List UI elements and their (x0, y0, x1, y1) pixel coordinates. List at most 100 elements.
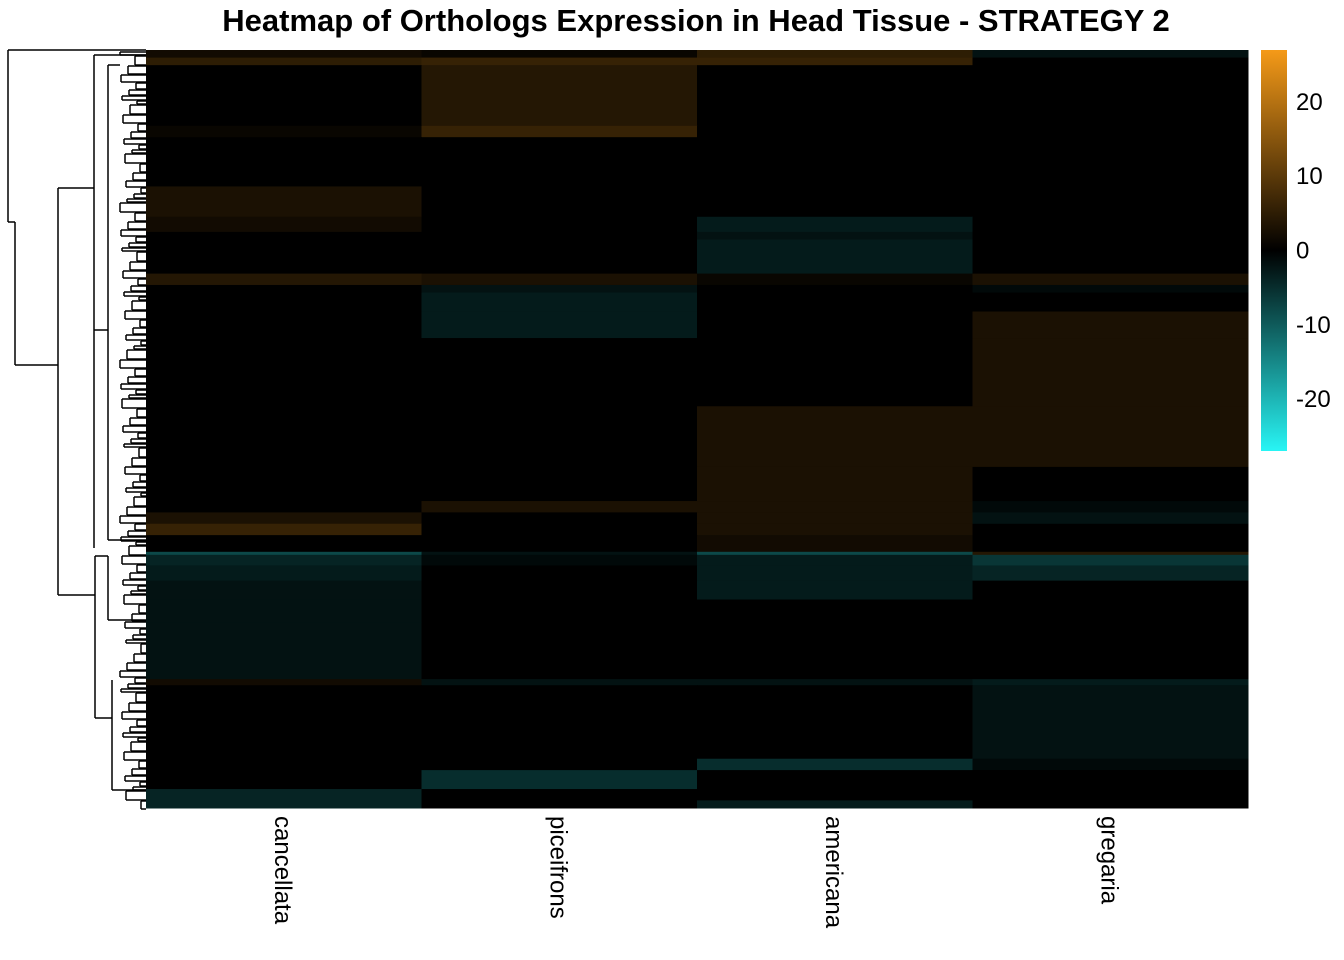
heatmap-cell-piceifrons-9 (421, 273, 698, 286)
heatmap-cell-piceifrons-25 (421, 622, 698, 680)
heatmap-cell-cancellata-5 (146, 186, 422, 218)
dendrogram-leaf-cluster (125, 639, 146, 644)
heatmap-cell-americana-17 (697, 512, 973, 525)
dendrogram-leaf-cluster (129, 726, 146, 733)
dendrogram-leaf-cluster (128, 242, 146, 248)
column-labels: cancellata piceifrons americana gregaria (269, 816, 1123, 929)
heatmap-cell-piceifrons-7 (421, 231, 698, 240)
heatmap-cell-americana-6 (697, 216, 973, 233)
heatmap-cell-americana-5 (697, 186, 973, 218)
heatmap-cell-americana-16 (697, 501, 973, 513)
dendrogram-leaf-cluster (132, 481, 146, 488)
heatmap-cell-americana-19 (697, 535, 973, 553)
heatmap-cell-cancellata-0 (146, 50, 422, 59)
dendrogram-leaf-cluster (135, 692, 146, 703)
dendrogram-leaf-cluster (137, 737, 146, 742)
dendrogram-leaf-cluster (132, 634, 146, 640)
dendrogram-leaf-cluster (137, 278, 146, 286)
heatmap-cell-piceifrons-19 (421, 535, 698, 553)
heatmap-cell-americana-1 (697, 57, 973, 66)
dendrogram-leaf-cluster (139, 163, 146, 173)
heatmap-cell-gregaria-25 (972, 622, 1249, 680)
heatmap-cell-americana-11 (697, 292, 973, 313)
heatmap-cell-piceifrons-28 (421, 758, 698, 771)
heatmap-cell-cancellata-14 (146, 406, 422, 468)
dendrogram-branch-b (57, 187, 95, 596)
heatmap-cell-piceifrons-1 (421, 57, 698, 66)
heatmap-cell-piceifrons-12 (421, 311, 698, 339)
heatmap-cell-cancellata-27 (146, 685, 422, 760)
dendrogram-leaf-cluster (130, 438, 146, 444)
heatmap-cell-piceifrons-0 (421, 50, 698, 59)
heatmap-cell-americana-9 (697, 273, 973, 286)
heatmap-cell-americana-18 (697, 523, 973, 536)
legend-tick-label: -20 (1296, 386, 1331, 413)
dendrogram-leaf-cluster (132, 327, 146, 335)
dendrogram-leaf-cluster (128, 394, 146, 399)
dendrogram-leaf-cluster (133, 193, 146, 199)
dendrogram-leaf-cluster (119, 359, 146, 369)
dendrogram-leaf-cluster (127, 530, 146, 537)
heatmap-cell-gregaria-2 (972, 65, 1249, 127)
dendrogram-leaf-cluster (126, 198, 146, 203)
heatmap-cell-cancellata-3 (146, 125, 422, 138)
heatmap-cell-cancellata-8 (146, 239, 422, 275)
heatmap-cell-gregaria-24 (972, 599, 1249, 623)
dendrogram-leaf-cluster (132, 172, 146, 181)
dendrogram-leaf-cluster (133, 496, 146, 507)
heatmap-cell-americana-25 (697, 622, 973, 680)
heatmap-cell-americana-21 (697, 554, 973, 566)
dendrogram-leaf-cluster (128, 89, 146, 96)
heatmap-cell-piceifrons-4 (421, 137, 698, 187)
dendrogram-leaf-cluster (134, 368, 146, 377)
heatmap-cell-piceifrons-6 (421, 216, 698, 233)
dendrogram-leaf-cluster (135, 541, 146, 546)
dendrogram-leaf-cluster (140, 643, 146, 654)
dendrogram-leaf-cluster (130, 590, 146, 595)
dendrogram-leaf-cluster (140, 800, 146, 810)
dendrogram-leaf-cluster (124, 153, 146, 164)
heatmap-cell-gregaria-16 (972, 501, 1249, 513)
heatmap-cell-americana-10 (697, 284, 973, 294)
heatmap-cell-americana-30 (697, 789, 973, 801)
heatmap-cell-gregaria-31 (972, 800, 1249, 809)
heatmap-cell-cancellata-31 (146, 800, 422, 809)
dendrogram-leaf-cluster (138, 447, 146, 458)
heatmap-cell-gregaria-17 (972, 512, 1249, 525)
dendrogram-leaf-cluster (131, 457, 146, 467)
dendrogram-leaf-cluster (119, 51, 146, 56)
heatmap-cell-americana-23 (697, 580, 973, 601)
dendrogram-leaf-cluster (134, 212, 146, 222)
dendrogram-leaf-cluster (131, 149, 146, 154)
dendrogram-leaf-cluster (122, 114, 146, 124)
heatmap-cell-piceifrons-20 (421, 551, 698, 556)
heatmap-cell-gregaria-15 (972, 466, 1249, 502)
heatmap-cell-cancellata-7 (146, 231, 422, 240)
heatmap-cell-cancellata-18 (146, 523, 422, 536)
column-label-piceifrons: piceifrons (544, 816, 571, 919)
heatmap-cell-gregaria-8 (972, 239, 1249, 275)
dendrogram-leaf-cluster (121, 95, 146, 101)
dendrogram-leaf-cluster (137, 585, 146, 591)
dendrogram-leaf-cluster (123, 751, 146, 761)
heatmap-cell-americana-22 (697, 565, 973, 582)
dendrogram-leaf-cluster (123, 291, 146, 297)
heatmap-cell-cancellata-16 (146, 501, 422, 513)
dendrogram-leaf-cluster (132, 786, 146, 791)
heatmap-cell-americana-8 (697, 239, 973, 275)
dendrogram-leaf-cluster (139, 474, 146, 482)
heatmap-cells (146, 50, 1249, 809)
heatmap-cell-gregaria-3 (972, 125, 1249, 138)
heatmap-cell-gregaria-29 (972, 770, 1249, 790)
heatmap-cell-gregaria-6 (972, 216, 1249, 233)
heatmap-cell-americana-3 (697, 125, 973, 138)
heatmap-cell-americana-14 (697, 406, 973, 468)
dendrogram-leaf-cluster (122, 425, 146, 433)
heatmap-cell-americana-13 (697, 338, 973, 407)
dendrogram-leaf-cluster (138, 144, 146, 150)
heatmap-cell-cancellata-9 (146, 273, 422, 286)
dendrogram-branch-a (14, 222, 58, 366)
legend-tick-label: -10 (1296, 312, 1331, 339)
dendrogram-branch-d (107, 64, 146, 541)
